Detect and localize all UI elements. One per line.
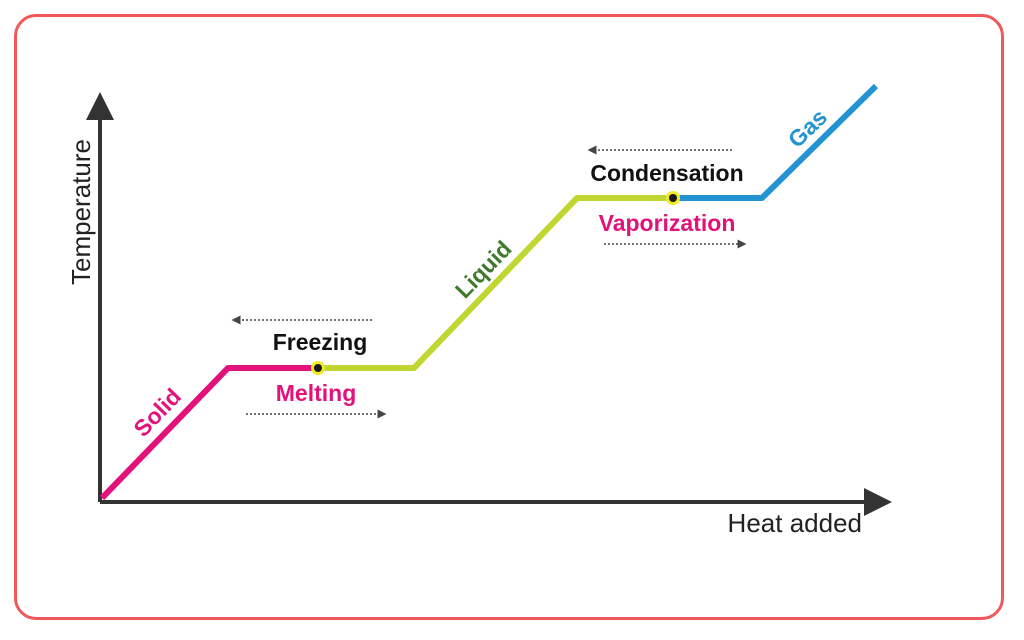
diagram-frame <box>14 14 1004 620</box>
freezing-label: Freezing <box>273 329 368 355</box>
vaporization-label: Vaporization <box>599 210 736 236</box>
freezing-point-marker <box>311 361 325 375</box>
gas-segment <box>672 83 879 201</box>
solid-label: Solid <box>128 383 186 442</box>
liquid-segment <box>318 195 672 371</box>
y-axis-label: Temperature <box>66 139 96 285</box>
condensation-label: Condensation <box>590 160 743 186</box>
melting-label: Melting <box>276 380 357 406</box>
gas-label: Gas <box>783 104 832 153</box>
solid-segment <box>99 365 318 501</box>
x-axis-label: Heat added <box>728 508 862 538</box>
condensation-point-marker <box>666 191 680 205</box>
